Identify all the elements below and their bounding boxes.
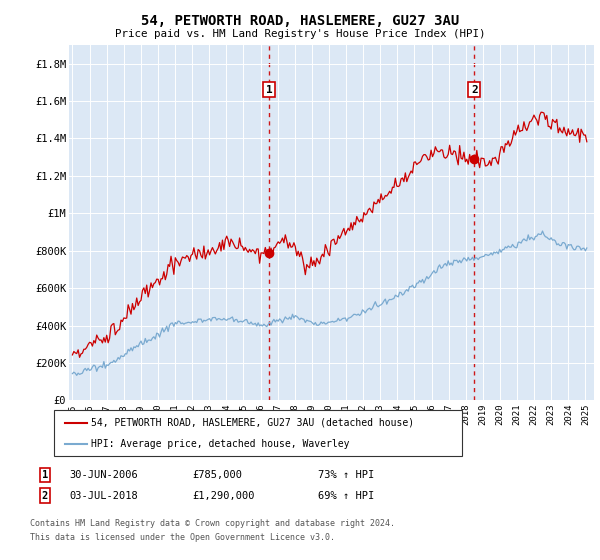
Text: £1,290,000: £1,290,000 xyxy=(192,491,254,501)
Text: 2: 2 xyxy=(471,85,478,95)
Text: HPI: Average price, detached house, Waverley: HPI: Average price, detached house, Wave… xyxy=(91,439,350,449)
Text: 54, PETWORTH ROAD, HASLEMERE, GU27 3AU (detached house): 54, PETWORTH ROAD, HASLEMERE, GU27 3AU (… xyxy=(91,418,415,428)
Text: This data is licensed under the Open Government Licence v3.0.: This data is licensed under the Open Gov… xyxy=(30,533,335,542)
Text: 30-JUN-2006: 30-JUN-2006 xyxy=(69,470,138,480)
Text: Contains HM Land Registry data © Crown copyright and database right 2024.: Contains HM Land Registry data © Crown c… xyxy=(30,519,395,528)
Text: 1: 1 xyxy=(266,85,272,95)
Text: 03-JUL-2018: 03-JUL-2018 xyxy=(69,491,138,501)
Text: 73% ↑ HPI: 73% ↑ HPI xyxy=(318,470,374,480)
Text: 54, PETWORTH ROAD, HASLEMERE, GU27 3AU: 54, PETWORTH ROAD, HASLEMERE, GU27 3AU xyxy=(141,14,459,28)
Text: 1: 1 xyxy=(42,470,48,480)
Text: Price paid vs. HM Land Registry's House Price Index (HPI): Price paid vs. HM Land Registry's House … xyxy=(115,29,485,39)
Text: 69% ↑ HPI: 69% ↑ HPI xyxy=(318,491,374,501)
Text: 2: 2 xyxy=(42,491,48,501)
Text: £785,000: £785,000 xyxy=(192,470,242,480)
